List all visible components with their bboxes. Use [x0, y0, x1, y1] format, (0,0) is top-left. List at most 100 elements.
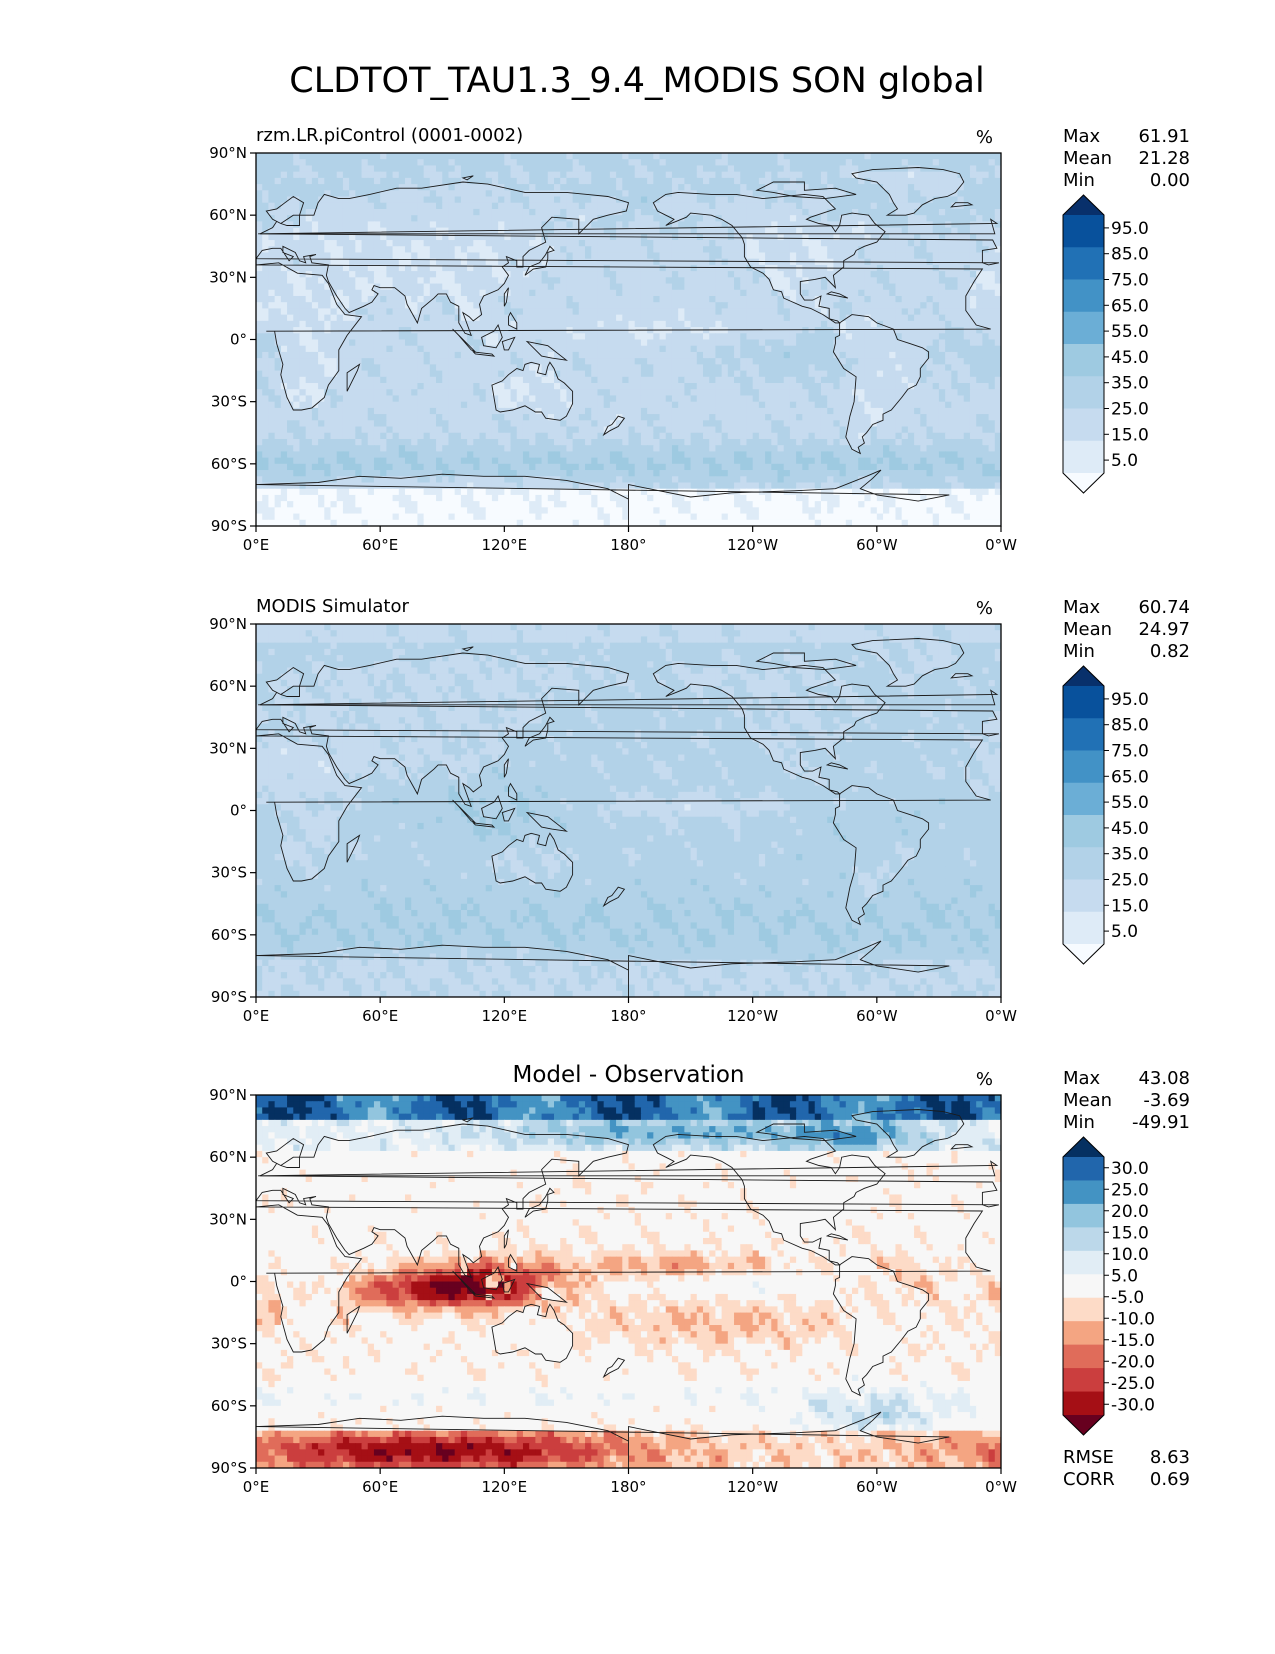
colorbar-bin [1063, 312, 1104, 345]
colorbar-tick-label: -25.0 [1111, 1374, 1155, 1394]
colorbar-bin [1063, 1157, 1104, 1181]
x-tick-label: 120°W [727, 1478, 778, 1496]
stat-label-min: Min [1063, 1112, 1095, 1133]
stat-value-min: 0.00 [1150, 170, 1190, 191]
colorbar-tick-label: -10.0 [1111, 1309, 1155, 1329]
colorbar-bin [1063, 215, 1104, 248]
colorbar-tick-label: 95.0 [1111, 219, 1149, 239]
colorbar-tick-label: 5.0 [1111, 451, 1138, 471]
y-tick-label: 30°S [211, 1335, 247, 1353]
colorbar-bin [1063, 1251, 1104, 1275]
colorbar: 95.085.075.065.055.045.035.025.015.05.0 [1063, 195, 1149, 493]
colorbar-tick-label: 75.0 [1111, 271, 1149, 291]
colorbar-tick-label: 85.0 [1111, 716, 1149, 736]
colorbar-tick-label: -20.0 [1111, 1352, 1155, 1372]
colorbar-tick-label: 30.0 [1111, 1159, 1149, 1179]
stat-value-min: -49.91 [1132, 1112, 1190, 1133]
panel-title: Model - Observation [512, 1062, 744, 1088]
colorbar-tick-label: 95.0 [1111, 690, 1149, 710]
stat-label-max: Max [1063, 126, 1101, 147]
page-title: CLDTOT_TAU1.3_9.4_MODIS SON global [289, 61, 984, 101]
stat-value-max: 43.08 [1138, 1068, 1190, 1089]
colorbar-bin [1063, 1321, 1104, 1345]
y-tick-label: 90°N [209, 1086, 247, 1104]
stat-value-max: 60.74 [1138, 597, 1190, 618]
y-tick-label: 60°S [211, 926, 247, 944]
colorbar-tick-label: 75.0 [1111, 742, 1149, 762]
x-tick-label: 120°W [727, 536, 778, 554]
colorbar-bin [1063, 847, 1104, 880]
x-tick-label: 0°W [985, 536, 1017, 554]
x-tick-label: 120°E [482, 1478, 528, 1496]
colorbar-extend-min [1063, 473, 1104, 493]
stat-label-min: Min [1063, 641, 1095, 662]
colorbar-tick-label: -30.0 [1111, 1395, 1155, 1415]
y-tick-label: 60°S [211, 1397, 247, 1415]
panel-title: rzm.LR.piControl (0001-0002) [256, 125, 523, 146]
x-tick-label: 120°E [482, 1007, 528, 1025]
y-tick-label: 30°N [209, 739, 247, 757]
map-field [256, 624, 1002, 998]
y-tick-label: 30°N [209, 1210, 247, 1228]
y-tick-label: 60°N [209, 206, 247, 224]
colorbar-tick-label: -5.0 [1111, 1288, 1144, 1308]
colorbar-bin [1063, 1180, 1104, 1204]
panel-title: MODIS Simulator [256, 596, 409, 617]
colorbar-bin [1063, 880, 1104, 913]
stat-label-max: Max [1063, 1068, 1101, 1089]
metric-value-corr: 0.69 [1150, 1469, 1190, 1490]
panel-units: % [976, 1069, 993, 1090]
colorbar-bin [1063, 1227, 1104, 1251]
y-tick-label: 0° [230, 1273, 247, 1291]
x-tick-label: 0°W [985, 1478, 1017, 1496]
colorbar-bin [1063, 751, 1104, 784]
colorbar-extend-max [1063, 1137, 1104, 1157]
colorbar-extend-max [1063, 666, 1104, 686]
y-tick-label: 0° [230, 802, 247, 820]
colorbar-extend-min [1063, 1415, 1104, 1435]
x-tick-label: 60°W [856, 1478, 898, 1496]
stat-value-min: 0.82 [1150, 641, 1190, 662]
stat-label-mean: Mean [1063, 619, 1112, 640]
colorbar-tick-label: 85.0 [1111, 245, 1149, 265]
x-tick-label: 120°W [727, 1007, 778, 1025]
colorbar-tick-label: 25.0 [1111, 400, 1149, 420]
x-tick-label: 0°W [985, 1007, 1017, 1025]
x-tick-label: 0°E [243, 536, 270, 554]
colorbar-tick-label: 5.0 [1111, 1266, 1138, 1286]
y-tick-label: 90°S [211, 1459, 247, 1477]
y-tick-label: 30°N [209, 268, 247, 286]
colorbar-tick-label: 55.0 [1111, 322, 1149, 342]
y-tick-label: 60°N [209, 677, 247, 695]
y-tick-label: 30°S [211, 393, 247, 411]
panel-units: % [976, 598, 993, 619]
y-tick-label: 60°N [209, 1148, 247, 1166]
stat-value-mean: 21.28 [1138, 148, 1190, 169]
y-tick-label: 60°S [211, 455, 247, 473]
colorbar-bin [1063, 815, 1104, 848]
colorbar-bin [1063, 376, 1104, 409]
y-tick-label: 0° [230, 331, 247, 349]
colorbar-tick-label: 25.0 [1111, 1180, 1149, 1200]
y-tick-label: 90°S [211, 517, 247, 535]
colorbar-bin [1063, 344, 1104, 377]
x-tick-label: 60°W [856, 1007, 898, 1025]
colorbar-tick-label: 5.0 [1111, 922, 1138, 942]
colorbar-tick-label: 45.0 [1111, 819, 1149, 839]
colorbar-tick-label: -15.0 [1111, 1331, 1155, 1351]
x-tick-label: 0°E [243, 1478, 270, 1496]
colorbar-bin [1063, 441, 1104, 474]
colorbar-tick-label: 65.0 [1111, 767, 1149, 787]
map-field [256, 153, 1002, 527]
colorbar-bin [1063, 1368, 1104, 1392]
colorbar-tick-label: 15.0 [1111, 425, 1149, 445]
colorbar-bin [1063, 409, 1104, 442]
colorbar-bin [1063, 1345, 1104, 1369]
x-tick-label: 0°E [243, 1007, 270, 1025]
colorbar-tick-label: 45.0 [1111, 348, 1149, 368]
